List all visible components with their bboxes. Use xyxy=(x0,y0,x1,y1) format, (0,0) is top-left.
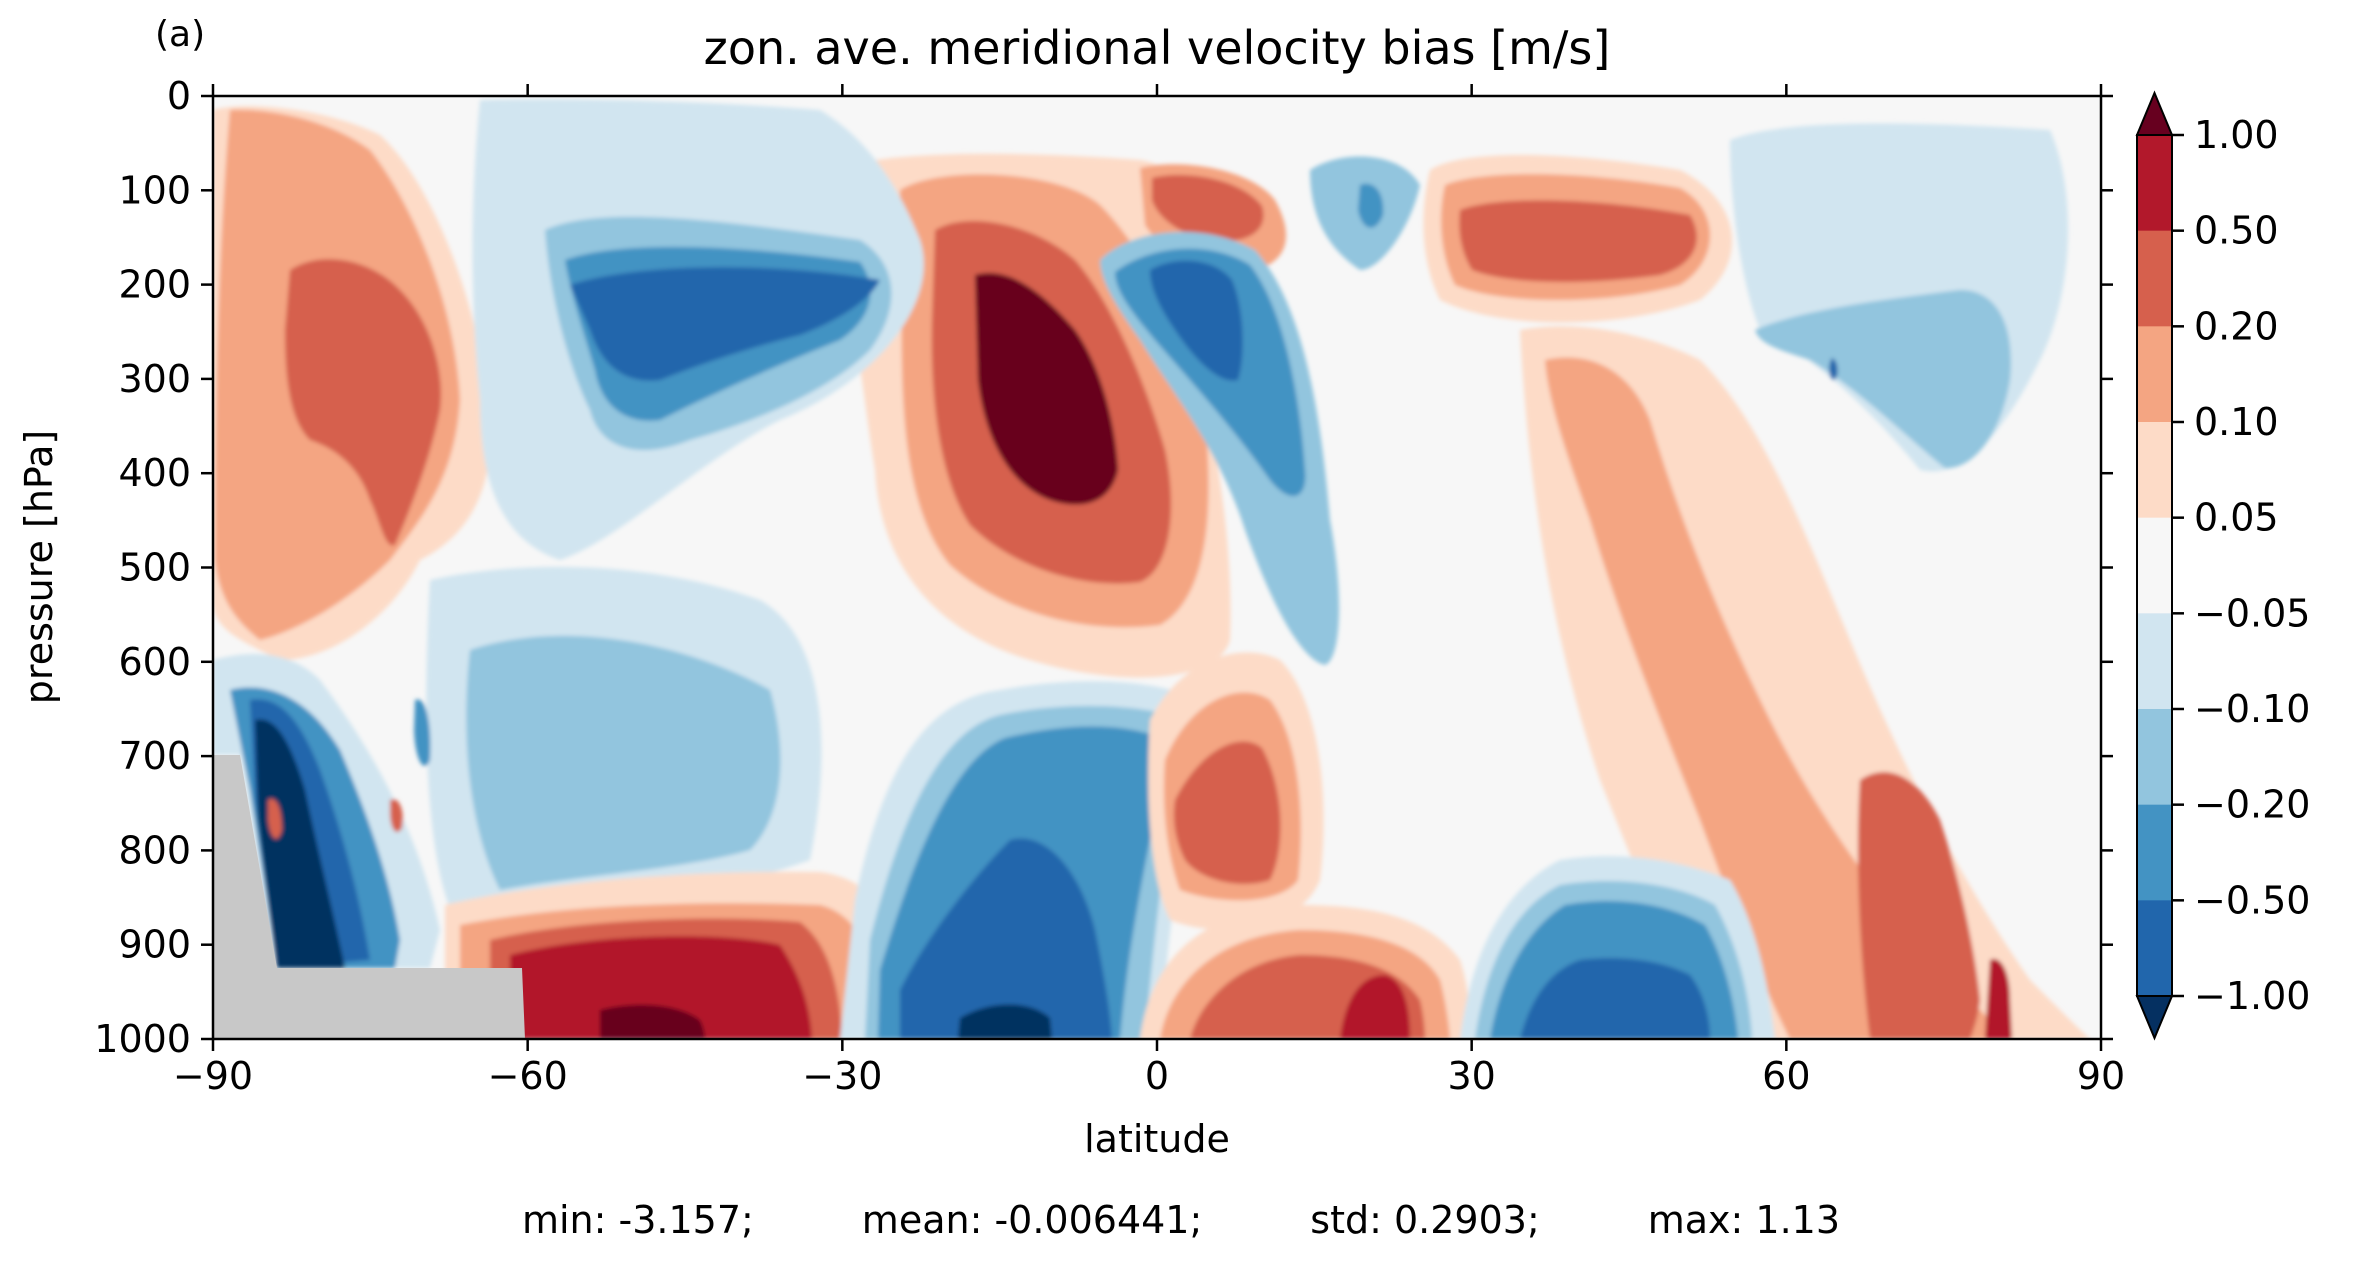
y-tick-label: 300 xyxy=(118,357,191,401)
contour-band xyxy=(390,799,403,833)
contour-band xyxy=(900,838,1112,1039)
contour-band xyxy=(510,936,812,1039)
x-tick-label: 30 xyxy=(1447,1054,1495,1098)
contour-band xyxy=(1173,741,1281,884)
x-axis: −90 −60 −30 0 30 60 90 xyxy=(173,84,2125,1098)
stat-min: min: -3.157; xyxy=(521,1198,754,1242)
y-tick-label: 600 xyxy=(118,640,191,684)
colorbar-band xyxy=(2137,613,2172,710)
contour-band xyxy=(1115,248,1306,497)
stats-line: min: -3.157; mean: -0.006441; std: 0.290… xyxy=(0,1198,2362,1248)
contour-band xyxy=(255,719,345,968)
x-tick-label: −60 xyxy=(488,1054,568,1098)
colorbar-tick-label: −0.05 xyxy=(2194,591,2310,635)
chart-title: zon. ave. meridional velocity bias [m/s] xyxy=(704,21,1611,75)
colorbar-band xyxy=(2137,422,2172,519)
y-axis: 0 100 200 300 400 500 600 700 800 900 1000 xyxy=(94,74,2113,1061)
colorbar-band xyxy=(2137,804,2172,901)
y-tick-label: 800 xyxy=(118,828,191,872)
stat-mean: mean: -0.006441; xyxy=(861,1198,1203,1242)
colorbar-band xyxy=(2137,517,2172,614)
y-tick-label: 0 xyxy=(167,74,191,118)
contour-band xyxy=(1340,975,1410,1039)
stat-std: std: 0.2903; xyxy=(1310,1198,1540,1242)
colorbar-frame xyxy=(2136,134,2173,997)
colorbar-tick-label: 0.50 xyxy=(2194,209,2279,253)
y-tick-label: 400 xyxy=(118,451,191,495)
contour-band xyxy=(1459,200,1697,282)
contour-band xyxy=(958,1004,1052,1039)
stat-max: max: 1.13 xyxy=(1647,1198,1841,1242)
contour-band xyxy=(1150,260,1243,381)
contour-band xyxy=(268,798,282,839)
y-tick-label: 500 xyxy=(118,546,191,590)
colorbar-tick-label: −0.20 xyxy=(2194,783,2310,827)
colorbar-tick-label: −0.50 xyxy=(2194,878,2310,922)
contour-band xyxy=(285,259,441,546)
colorbar-tick-label: 0.05 xyxy=(2194,496,2279,540)
colorbar: 1.00 0.50 0.20 0.10 0.05 −0.05 −0.10 −0.20 −0.50… xyxy=(2135,90,2310,1041)
colorbar-tick-label: 0.20 xyxy=(2194,304,2279,348)
contour-band xyxy=(975,273,1118,505)
x-tick-label: 0 xyxy=(1145,1054,1169,1098)
y-tick-label: 1000 xyxy=(94,1017,191,1061)
contour-fills xyxy=(213,99,2090,1039)
y-tick-label: 100 xyxy=(118,168,191,212)
missing-data-region xyxy=(213,755,525,1039)
plot-area xyxy=(213,96,2101,1039)
panel-label: (a) xyxy=(155,14,205,55)
colorbar-band xyxy=(2137,900,2172,997)
x-tick-label: −30 xyxy=(802,1054,882,1098)
colorbar-band xyxy=(2137,326,2172,423)
contour-band xyxy=(1152,175,1264,242)
contour-band xyxy=(466,635,781,890)
y-tick-label: 900 xyxy=(118,923,191,967)
contour-band xyxy=(1985,959,2012,1039)
y-tick-label: 700 xyxy=(118,734,191,778)
y-tick-label: 200 xyxy=(118,263,191,307)
contour-band xyxy=(570,267,880,381)
colorbar-tick-label: 1.00 xyxy=(2194,113,2279,157)
contour-band xyxy=(1520,958,1710,1039)
x-tick-label: 60 xyxy=(1762,1054,1810,1098)
colorbar-tick-label: 0.10 xyxy=(2194,400,2279,444)
colorbar-extend-top xyxy=(2135,90,2174,136)
x-tick-label: −90 xyxy=(173,1054,253,1098)
contour-band xyxy=(1545,357,2010,1039)
contour-band xyxy=(1358,183,1384,228)
colorbar-tick-label: −0.10 xyxy=(2194,687,2310,731)
contour-band xyxy=(1858,772,1980,1039)
colorbar-band xyxy=(2137,230,2172,327)
colorbar-band xyxy=(2137,135,2172,232)
contour-band xyxy=(1829,358,1838,380)
colorbar-extend-bottom xyxy=(2135,995,2174,1041)
x-tick-label: 90 xyxy=(2077,1054,2125,1098)
contour-band xyxy=(1755,290,2011,469)
x-axis-label: latitude xyxy=(1084,1117,1230,1161)
colorbar-band xyxy=(2137,709,2172,806)
colorbar-tick-label: −1.00 xyxy=(2194,974,2310,1018)
contour-band xyxy=(600,1004,705,1039)
contour-band xyxy=(414,699,431,766)
y-axis-label: pressure [hPa] xyxy=(17,430,61,704)
